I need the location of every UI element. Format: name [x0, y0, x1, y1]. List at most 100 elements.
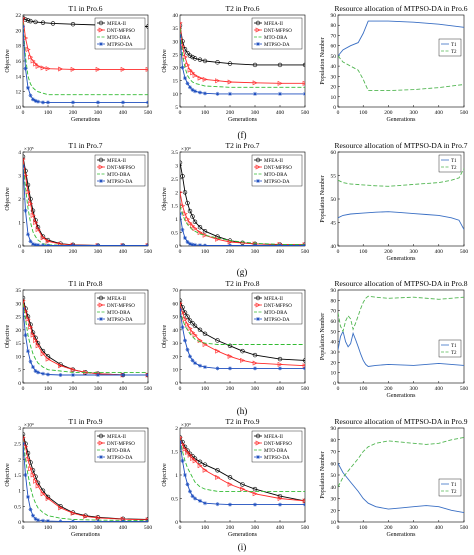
series-point-mtpso-da — [96, 519, 100, 522]
series-point-mtpso-da — [41, 518, 45, 522]
series-point-mtpso-da — [198, 243, 202, 246]
x-tick-label: 100 — [44, 386, 53, 392]
series-point-mfea-ii — [215, 468, 220, 473]
subplot-r3c1: T1 in Pro.8 0 100 200 300 400 500 0 5 10 15 20 25 30 3… — [5, 279, 152, 392]
series-point-mtpso-da — [253, 243, 257, 246]
y-tick-label: 3.5 — [171, 150, 178, 156]
series-point-mfea-ii — [192, 56, 198, 61]
series-point-dnt-mfpso — [35, 343, 41, 349]
series-point-mtpso-da — [28, 239, 33, 244]
series-point-dnt-mfpso — [30, 212, 36, 218]
y-tick-label: 2 — [18, 457, 21, 463]
x-tick-label: 100 — [44, 110, 53, 116]
x-tick-label: 100 — [359, 110, 368, 116]
series-point-mtpso-da — [303, 366, 305, 371]
y-tick-label: 1.5 — [171, 450, 178, 456]
series-point-mfea-ii — [180, 160, 183, 165]
row-label: (g) — [237, 267, 248, 277]
y-tick-label: 0.5 — [171, 231, 178, 237]
series-line-dnt-mfpso — [23, 437, 148, 521]
series-point-dnt-mfpso — [277, 496, 283, 501]
x-tick-label: 500 — [460, 110, 469, 116]
x-tick-label: 100 — [359, 525, 368, 531]
series-point-mtpso-da — [180, 211, 182, 216]
series-point-mfea-ii — [187, 53, 193, 58]
legend-label: MTPSO-DA — [264, 318, 290, 323]
y-tick-label: 70 — [331, 309, 337, 315]
series-point-mtpso-da — [188, 489, 192, 494]
series-line-mfea-ii — [180, 300, 305, 361]
series-group — [23, 295, 148, 378]
y-tick-label: 80 — [331, 438, 337, 444]
y-axis-label: Objective — [5, 325, 11, 349]
series-point-dnt-mfpso — [190, 456, 196, 462]
y-tick-label: 10 — [331, 95, 337, 101]
x-tick-label: 300 — [409, 386, 418, 392]
row-label: (h) — [237, 406, 248, 416]
x-tick-label: 400 — [435, 249, 444, 255]
series-point-mtpso-da — [71, 373, 75, 378]
series-point-dnt-mfpso — [185, 449, 191, 455]
y-tick-label: 14 — [16, 74, 22, 80]
legend-marker — [98, 27, 104, 33]
series-point-dnt-mfpso — [33, 338, 39, 343]
series-point-mfea-ii — [145, 24, 148, 29]
series-group — [338, 436, 464, 514]
chart-title: Resource allocation of MTPSO-DA in Pro.6 — [335, 4, 468, 13]
series-point-mtpso-da — [146, 519, 148, 522]
series-point-dnt-mfpso — [33, 478, 39, 484]
series-line-t2 — [338, 168, 464, 187]
legend-marker — [99, 455, 103, 459]
series-point-dnt-mfpso — [182, 211, 188, 217]
x-tick-label: 500 — [460, 249, 469, 255]
series-point-mtpso-da — [31, 242, 35, 246]
series-point-mtpso-da — [28, 507, 33, 512]
series-point-dnt-mfpso — [190, 70, 196, 76]
series-point-mtpso-da — [26, 232, 30, 237]
x-tick-label: 200 — [69, 110, 78, 116]
legend-label: MTO-DRA — [107, 36, 131, 41]
y-tick-label: 45 — [331, 221, 337, 227]
series-line-mto-dra — [180, 205, 305, 246]
series-point-mtpso-da — [146, 243, 148, 246]
y-tick-label: 22 — [16, 13, 22, 19]
y-tick-label: 40 — [173, 328, 179, 334]
y-tick-label: 40 — [331, 340, 337, 346]
x-tick-label: 300 — [251, 525, 260, 531]
legend-label: MFEA-II — [264, 435, 283, 440]
series-point-mtpso-da — [23, 473, 28, 477]
series-point-mfea-ii — [252, 486, 258, 492]
y-tick-label: 1 — [175, 473, 178, 479]
series-point-mfea-ii — [25, 450, 31, 456]
series-line-dnt-mfpso — [180, 303, 305, 367]
y-axis-label: Objective — [162, 187, 168, 211]
series-point-mtpso-da — [23, 306, 25, 311]
subplot-r2c3: Resource allocation of MTPSO-DA in Pro.7… — [320, 141, 468, 262]
series-point-mtpso-da — [278, 243, 282, 246]
series-point-mfea-ii — [197, 327, 203, 333]
legend-label: DNT-MFPSO — [107, 442, 135, 447]
chart-title: Resource allocation of MTPSO-DA in Pro.7 — [335, 141, 468, 150]
x-tick-label: 300 — [409, 525, 418, 531]
series-point-mtpso-da — [190, 87, 195, 92]
x-tick-label: 400 — [276, 386, 285, 392]
y-tick-label: 4 — [18, 150, 21, 156]
plot-frame — [337, 427, 465, 523]
series-point-dnt-mfpso — [33, 61, 39, 67]
series-line-t1 — [338, 20, 464, 57]
series-point-mfea-ii — [182, 190, 188, 195]
y-tick-label: 40 — [331, 485, 337, 491]
chart-title: Resource allocation of MTPSO-DA in Pro.9 — [335, 417, 468, 426]
y-tick-label: 25 — [173, 52, 179, 58]
series-point-dnt-mfpso — [45, 66, 51, 72]
y-tick-label: 60 — [331, 319, 337, 325]
series-point-mtpso-da — [121, 243, 125, 246]
x-tick-label: 0 — [22, 386, 25, 392]
y-tick-label: 10 — [331, 520, 337, 526]
series-point-mfea-ii — [202, 58, 208, 64]
y-tick-label: 1 — [18, 489, 21, 495]
series-point-dnt-mfpso — [197, 463, 203, 469]
series-point-mfea-ii — [180, 305, 185, 310]
x-axis-label: Generations — [228, 532, 258, 538]
